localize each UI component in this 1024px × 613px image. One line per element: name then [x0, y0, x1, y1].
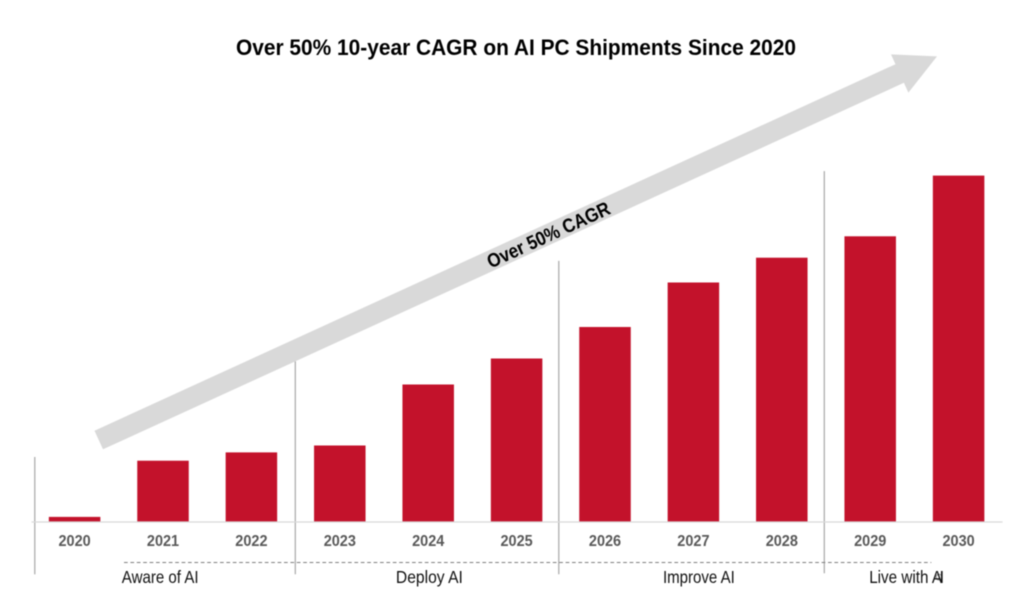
svg-text:2030: 2030 [943, 533, 975, 550]
svg-text:2027: 2027 [677, 533, 709, 550]
svg-text:Deploy AI: Deploy AI [396, 567, 463, 587]
svg-text:2021: 2021 [147, 533, 180, 550]
svg-text:2028: 2028 [766, 533, 799, 550]
svg-text:2025: 2025 [501, 533, 534, 550]
svg-text:Aware of AI: Aware of AI [122, 567, 199, 587]
svg-text:Over 50% 10-year CAGR on AI PC: Over 50% 10-year CAGR on AI PC Shipments… [236, 35, 796, 60]
svg-text:Improve AI: Improve AI [663, 567, 735, 587]
svg-text:2024: 2024 [412, 533, 445, 550]
svg-text:2020: 2020 [59, 533, 91, 550]
svg-text:2022: 2022 [235, 533, 267, 550]
svg-text:Live with A: Live with A [869, 567, 942, 587]
svg-text:2023: 2023 [324, 533, 357, 550]
svg-text:2026: 2026 [589, 533, 622, 550]
svg-text:2029: 2029 [854, 533, 887, 550]
svg-text:I: I [939, 567, 944, 587]
